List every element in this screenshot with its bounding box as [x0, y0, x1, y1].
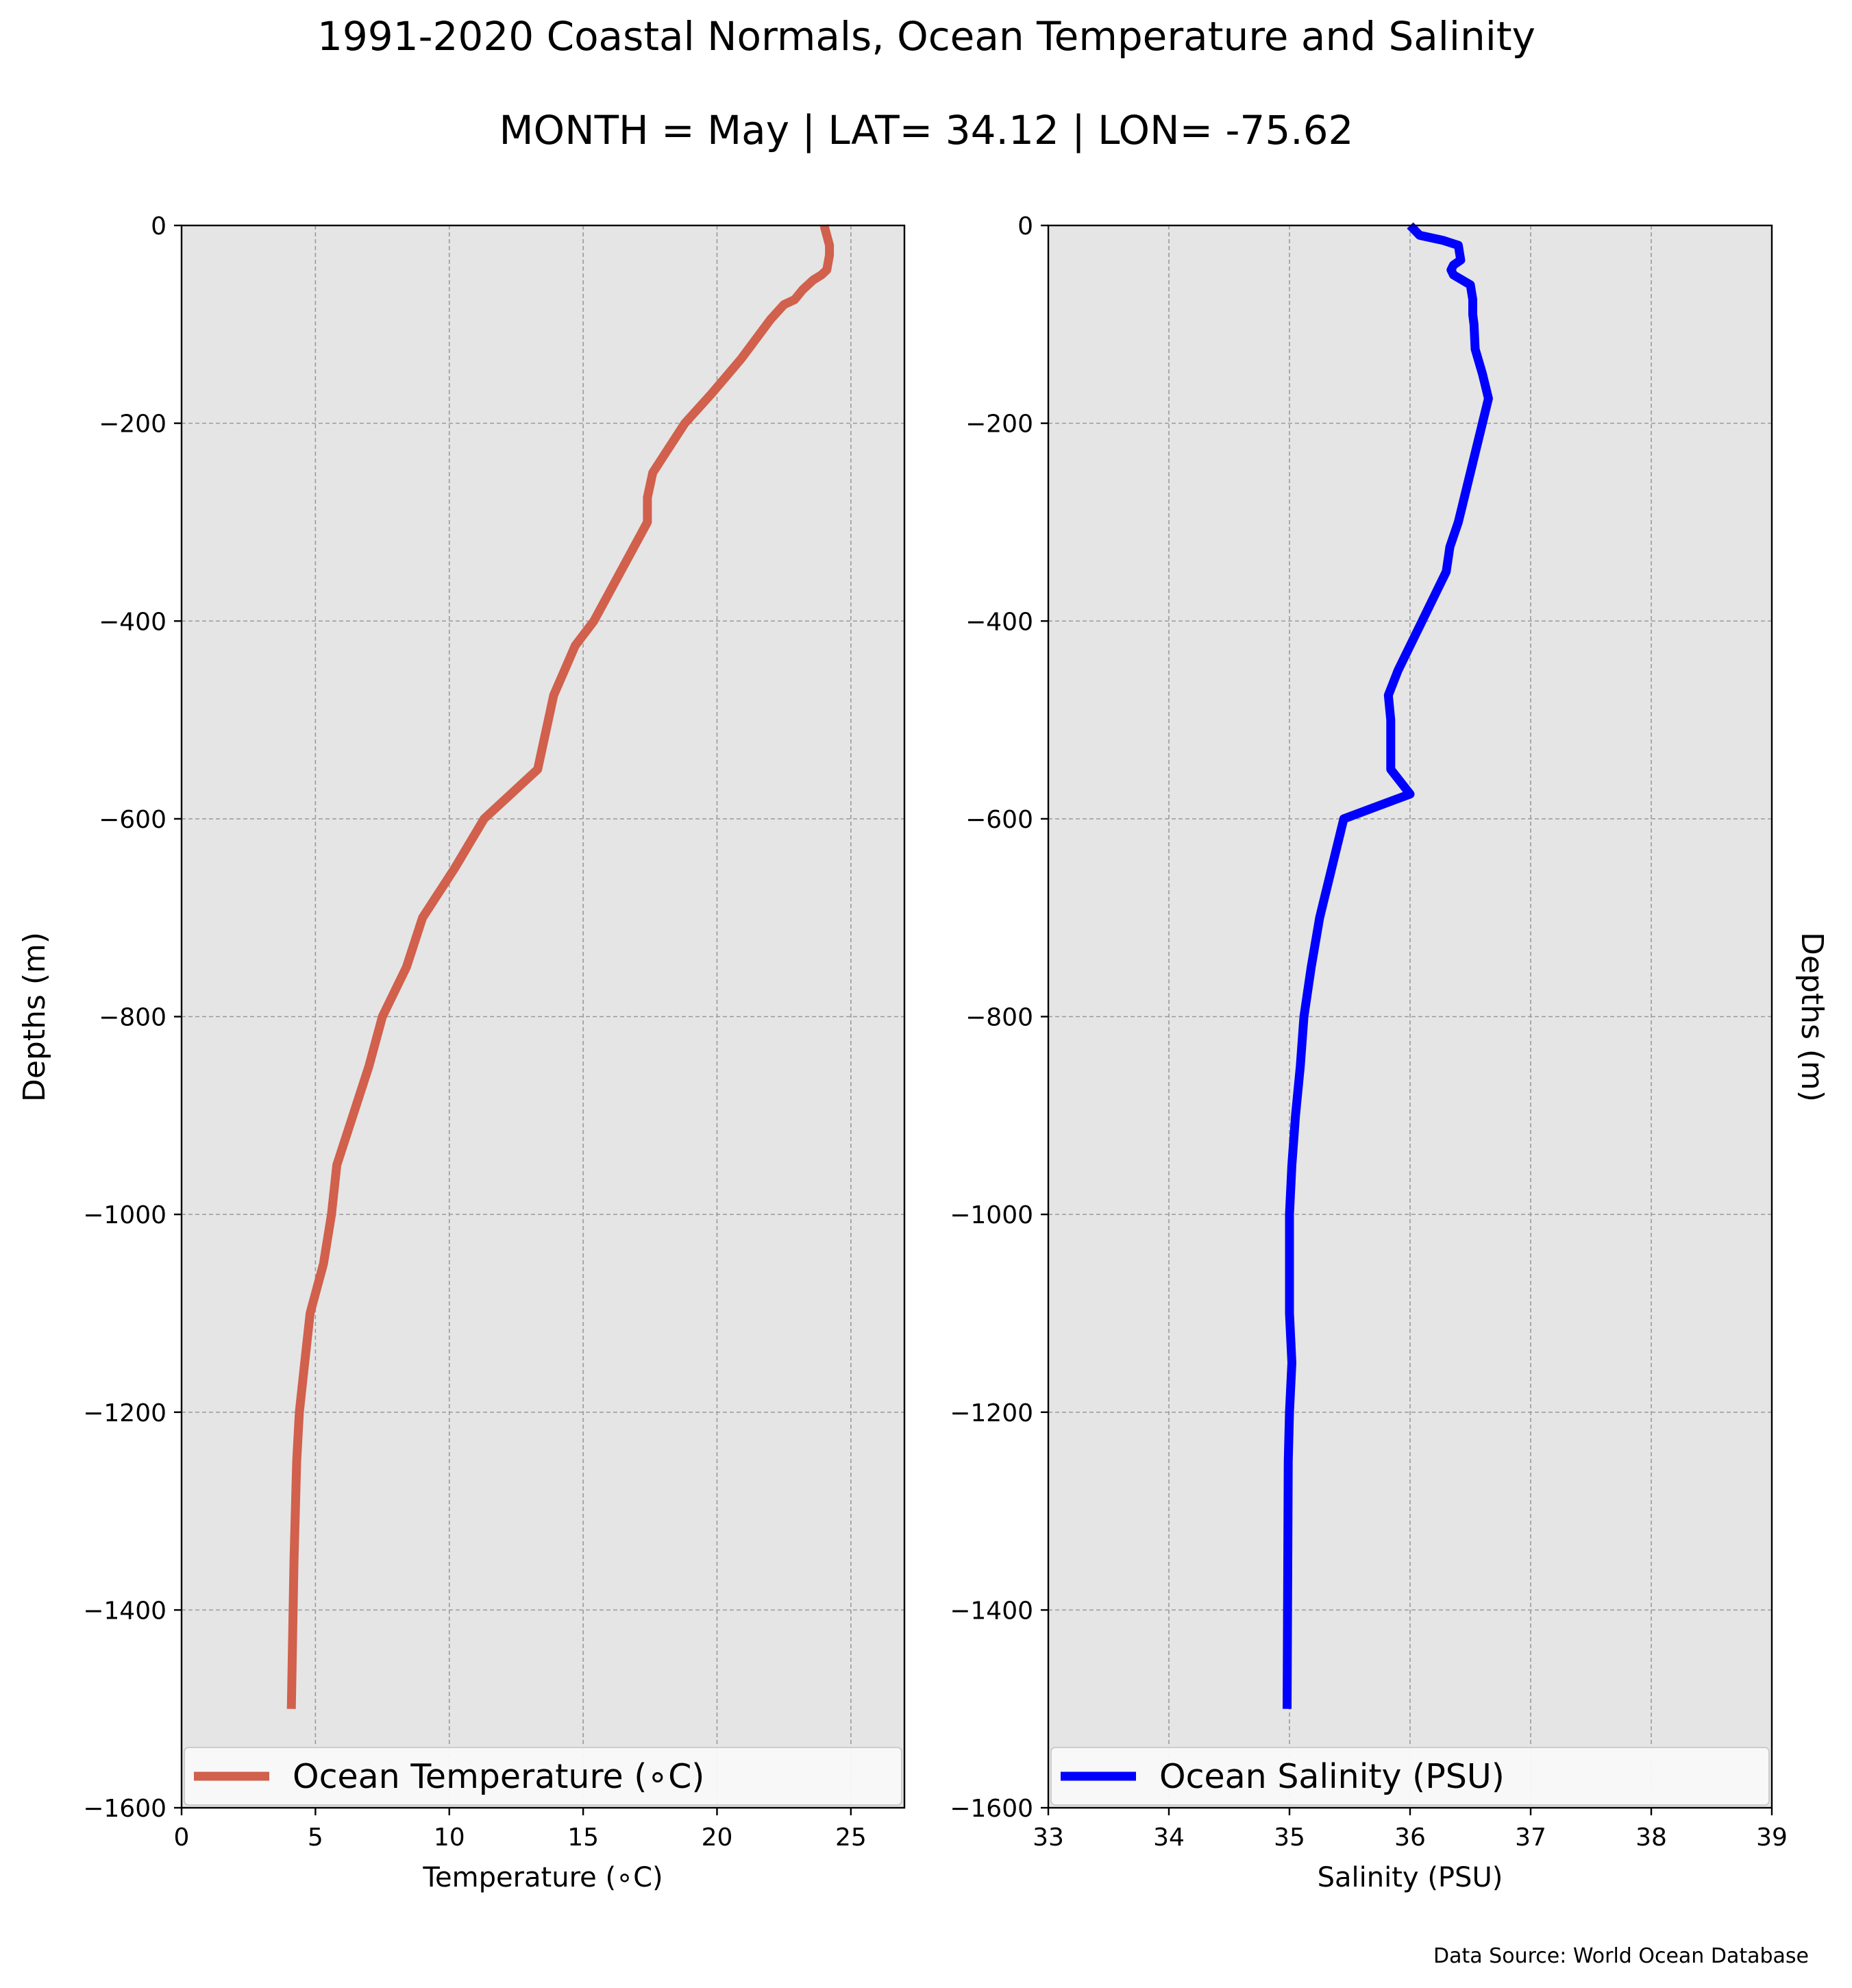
salinity-y-tick-label: −400	[965, 608, 1033, 636]
salinity-x-tick-label: 33	[1033, 1824, 1064, 1852]
salinity-legend-box	[1050, 1747, 1770, 1806]
temperature-y-tick-label: −1200	[83, 1399, 166, 1427]
temperature-x-tick-label: 0	[174, 1824, 190, 1852]
temperature-panel: 0 5 10 15 20 25 0 −200 −400 −600 −800 −1000 −1200 −14…	[83, 212, 906, 1893]
salinity-y-tick-label: −800	[965, 1004, 1033, 1032]
salinity-x-axis-label: Salinity (PSU)	[1318, 1862, 1503, 1893]
temperature-y-tick-label: −400	[99, 608, 166, 636]
data-source-note: Data Source: World Ocean Database	[1433, 1944, 1809, 1968]
salinity-series-line	[1283, 222, 1493, 1709]
temperature-y-tick-label: 0	[151, 212, 166, 241]
salinity-x-tick-label: 36	[1394, 1824, 1426, 1852]
temperature-y-tick-label: −1600	[83, 1795, 166, 1823]
salinity-y-tick-label: −600	[965, 806, 1033, 834]
left-y-axis-label: Depths (m)	[17, 932, 52, 1102]
salinity-legend: Ocean Salinity (PSU)	[1050, 1747, 1770, 1806]
salinity-panel: 33 34 35 36 37 38 39 0 −200 −400 −600 −800 −1000 −120…	[950, 212, 1788, 1893]
salinity-y-tick-label: −1200	[950, 1399, 1033, 1427]
salinity-y-tick-label: 0	[1017, 212, 1033, 241]
salinity-x-tick-label: 39	[1756, 1824, 1788, 1852]
temperature-legend: Ocean Temperature (∘C)	[184, 1747, 902, 1806]
temperature-y-tick-label: −600	[99, 806, 166, 834]
temperature-x-tick-label: 10	[434, 1824, 465, 1852]
salinity-y-tick-label: −1400	[950, 1597, 1033, 1625]
salinity-legend-label: Ocean Salinity (PSU)	[1159, 1757, 1505, 1796]
temperature-y-tick-label: −200	[99, 410, 166, 439]
chart-title: 1991-2020 Coastal Normals, Ocean Tempera…	[317, 13, 1535, 60]
chart-subtitle: MONTH = May | LAT= 34.12 | LON= -75.62	[499, 107, 1354, 154]
temperature-legend-box	[184, 1747, 902, 1806]
right-y-axis-label: Depths (m)	[1794, 932, 1829, 1102]
salinity-y-tick-label: −200	[965, 410, 1033, 439]
salinity-x-tick-label: 34	[1153, 1824, 1185, 1852]
temperature-x-tick-label: 25	[835, 1824, 867, 1852]
salinity-x-tick-label: 37	[1515, 1824, 1546, 1852]
salinity-y-tick-label: −1000	[950, 1201, 1033, 1229]
temperature-x-tick-label: 5	[308, 1824, 323, 1852]
salinity-x-tick-label: 38	[1635, 1824, 1667, 1852]
temperature-series-line	[286, 224, 835, 1709]
temperature-x-tick-label: 15	[567, 1824, 599, 1852]
temperature-x-axis-label: Temperature (∘C)	[422, 1862, 663, 1893]
temperature-y-tick-label: −1000	[83, 1201, 166, 1229]
salinity-x-tick-label: 35	[1274, 1824, 1305, 1852]
temperature-y-tick-label: −800	[99, 1004, 166, 1032]
temperature-x-tick-label: 20	[702, 1824, 733, 1852]
temperature-legend-label: Ocean Temperature (∘C)	[293, 1757, 704, 1796]
temperature-y-tick-label: −1400	[83, 1597, 166, 1625]
salinity-y-tick-label: −1600	[950, 1795, 1033, 1823]
